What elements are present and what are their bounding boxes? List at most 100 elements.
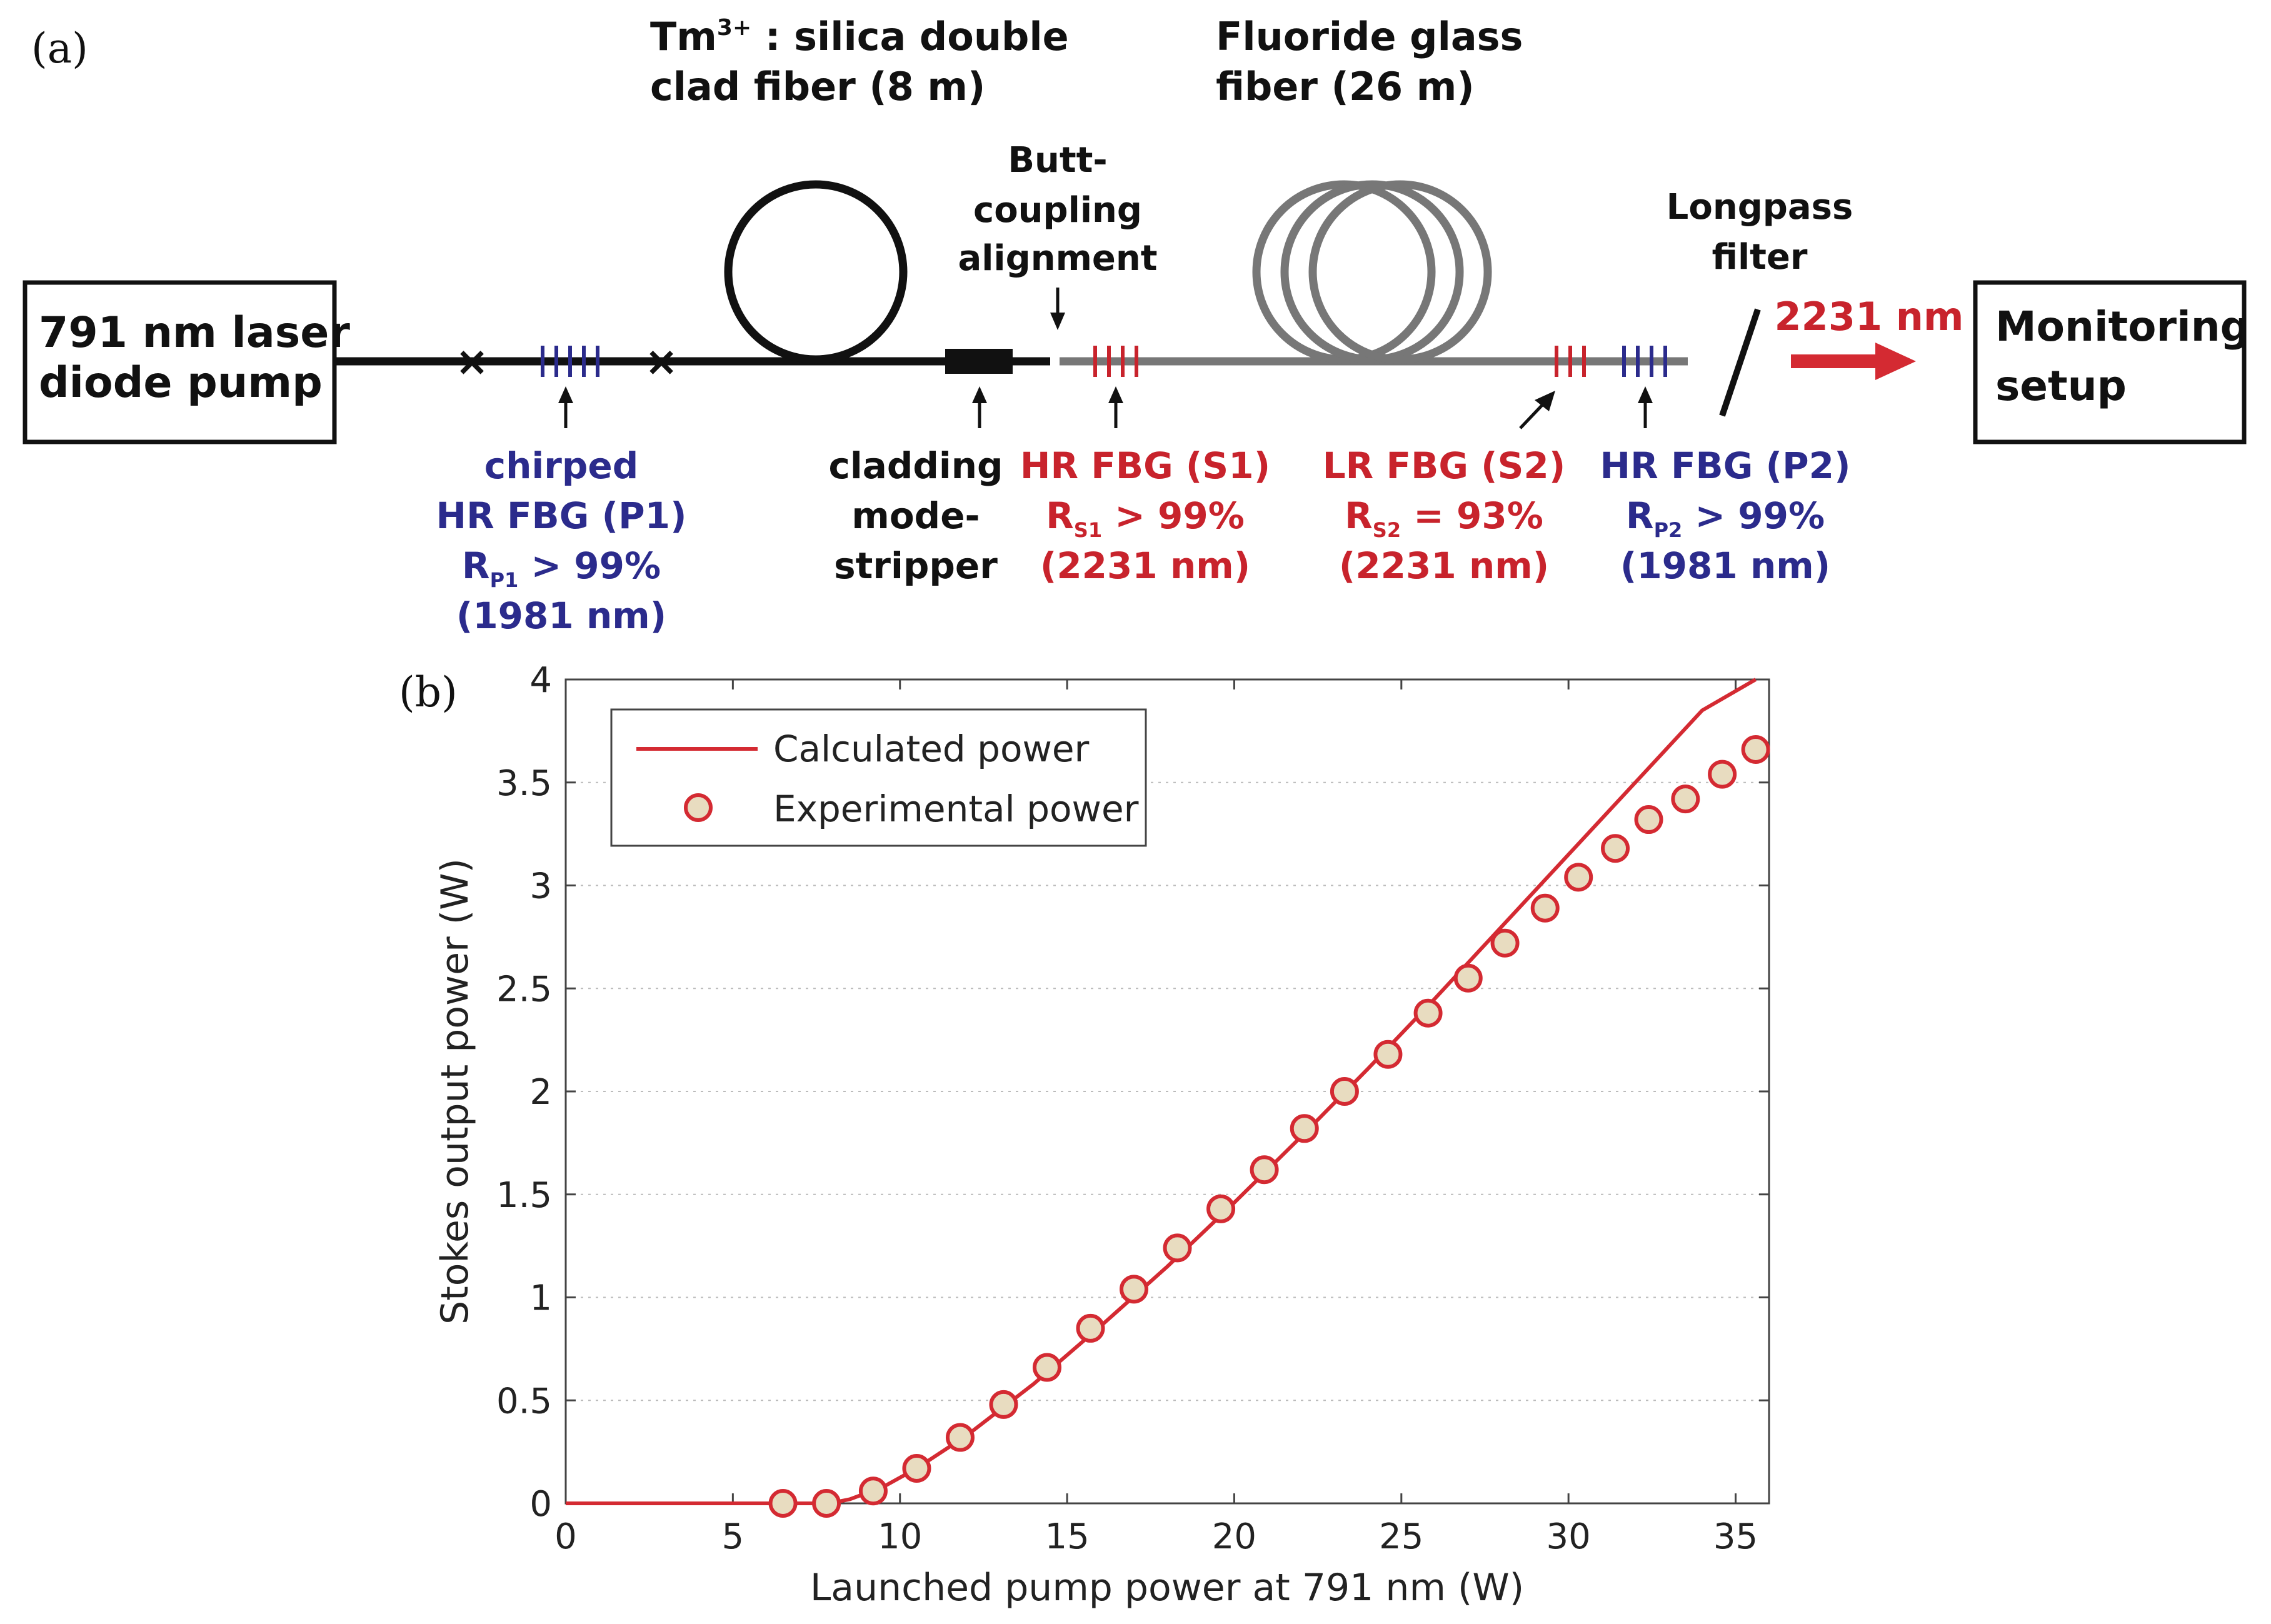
fbg-s2-reflectivity: RS2 = 93% [1345, 494, 1543, 542]
fbg-p1-grating [541, 346, 599, 377]
splice-mark-2: × [644, 339, 678, 385]
fbg-p1-line1: chirped [484, 444, 639, 487]
plot-series [566, 678, 1770, 1518]
x-tick-label: 35 [1713, 1516, 1758, 1557]
plot-ticks: 0 0.5 1 1.5 2 2.5 3 3.5 4 0 5 10 15 20 25 30 35 [496, 660, 1769, 1557]
experimental-power-point [1601, 834, 1630, 863]
up-arrows [558, 386, 1653, 429]
x-tick-label: 15 [1045, 1516, 1089, 1557]
plot-gridlines [566, 781, 1769, 1401]
fbg-s1-line3: (2231 nm) [1040, 544, 1250, 587]
splice-mark-1: × [455, 339, 489, 385]
fluoride-coil-3 [1308, 180, 1492, 364]
experimental-power-point [1033, 1353, 1061, 1382]
output-wavelength: 2231 nm [1775, 294, 1964, 339]
y-tick-label: 3 [529, 866, 552, 907]
experimental-power-point [1413, 998, 1443, 1028]
tm-fiber-label-line1: Tm3+ : silica double [650, 14, 1069, 59]
y-axis-label: Stokes output power (W) [433, 858, 477, 1325]
output-arrow-head [1875, 343, 1916, 380]
fluoride-label-line1: Fluoride glass [1216, 14, 1523, 59]
y-tick-label: 0 [529, 1484, 552, 1525]
experimental-power-point [989, 1390, 1018, 1419]
mode-stripper-line2: mode- [851, 494, 980, 537]
experimental-power-point [1490, 928, 1520, 958]
legend-marker-swatch [684, 793, 713, 822]
fbg-s1-reflectivity: RS1 > 99% [1046, 494, 1245, 542]
fbg-s2-line3: (2231 nm) [1339, 544, 1549, 587]
experimental-power-point [1634, 805, 1663, 835]
y-tick-label: 3.5 [496, 763, 552, 804]
butt-coupling-arrow-head [1050, 313, 1065, 330]
longpass-label-line1: Longpass [1667, 187, 1853, 228]
y-tick-label: 1.5 [496, 1175, 552, 1216]
fbg-p2-grating [1622, 346, 1667, 377]
panel-a-label: (a) [31, 24, 88, 73]
fbg-p2-line1: HR FBG (P2) [1600, 444, 1851, 487]
experimental-power-point [1453, 963, 1483, 993]
longpass-filter [1719, 308, 1761, 417]
monitoring-label-line2: setup [1995, 362, 2127, 410]
y-tick-label: 2 [529, 1072, 552, 1113]
fluoride-coil-2 [1280, 180, 1464, 364]
experimental-power-point [1250, 1155, 1279, 1185]
y-tick-label: 2.5 [496, 969, 552, 1010]
fbg-p1-line2: HR FBG (P1) [436, 494, 687, 537]
butt-coupling-line2: coupling [973, 190, 1142, 231]
butt-coupling-line1: Butt- [1008, 140, 1107, 181]
fbg-s1-line1: HR FBG (S1) [1020, 444, 1270, 487]
x-tick-label: 0 [554, 1516, 577, 1557]
butt-coupling-line3: alignment [958, 238, 1157, 279]
x-tick-label: 25 [1379, 1516, 1423, 1557]
tm-fiber-label-line2: clad fiber (8 m) [650, 64, 985, 109]
legend-box [610, 708, 1147, 847]
y-tick-label: 4 [529, 660, 552, 701]
mode-stripper-line1: cladding [828, 444, 1003, 487]
experimental-power-point [1120, 1275, 1149, 1304]
fbg-p1-reflectivity: RP1 > 99% [462, 544, 661, 592]
x-tick-label: 30 [1547, 1516, 1591, 1557]
fbg-s2-line1: LR FBG (S2) [1323, 444, 1566, 487]
fbg-p2-line3: (1981 nm) [1620, 544, 1830, 587]
experimental-power-point [1206, 1194, 1236, 1223]
fluoride-coil-1 [1252, 180, 1436, 364]
panel-a: (a) 791 nm laser diode pump × × [23, 14, 2250, 637]
x-tick-label: 10 [878, 1516, 922, 1557]
experimental-power-point [768, 1489, 798, 1518]
pump-label-line1: 791 nm laser [39, 308, 350, 358]
x-tick-label: 5 [722, 1516, 744, 1557]
experimental-power-point [902, 1453, 931, 1483]
mode-stripper-line3: stripper [834, 544, 998, 587]
experimental-power-point [812, 1489, 841, 1518]
tm-fiber-coil [724, 180, 908, 364]
x-axis-label: Launched pump power at 791 nm (W) [810, 1566, 1524, 1610]
fluoride-label-line2: fiber (26 m) [1216, 64, 1475, 109]
legend-marker-label: Experimental power [773, 788, 1139, 830]
longpass-label-line2: filter [1712, 237, 1807, 278]
calculated-power-line [566, 678, 1757, 1505]
experimental-power-point [858, 1476, 888, 1506]
pump-label-line2: diode pump [39, 358, 323, 408]
legend: Calculated power Experimental power [610, 708, 1147, 847]
panel-b-label: (b) [399, 668, 458, 716]
experimental-power-point [1290, 1114, 1319, 1143]
experimental-power-point [1330, 1077, 1359, 1106]
fbg-p2-reflectivity: RP2 > 99% [1626, 494, 1825, 542]
y-tick-label: 1 [529, 1278, 552, 1319]
mode-stripper-block [945, 349, 1013, 374]
fbg-s1-grating [1093, 346, 1138, 377]
y-tick-label: 0.5 [496, 1381, 552, 1421]
experimental-power-point [945, 1423, 975, 1452]
fbg-p1-line4: (1981 nm) [456, 594, 666, 637]
experimental-power-point [1708, 759, 1737, 789]
x-tick-label: 20 [1212, 1516, 1256, 1557]
experimental-power-point [1373, 1040, 1403, 1069]
panel-b: (b) 0 0.5 1 1.5 2 2.5 3 3.5 4 0 5 10 15 20 25 30 35 Laun… [399, 660, 1770, 1610]
experimental-power-point [1163, 1233, 1192, 1263]
experimental-power-point [1671, 784, 1700, 814]
pump-box [23, 280, 337, 444]
monitoring-box [1973, 280, 2247, 444]
legend-line-label: Calculated power [773, 728, 1090, 770]
monitoring-label-line1: Monitoring [1995, 303, 2250, 351]
